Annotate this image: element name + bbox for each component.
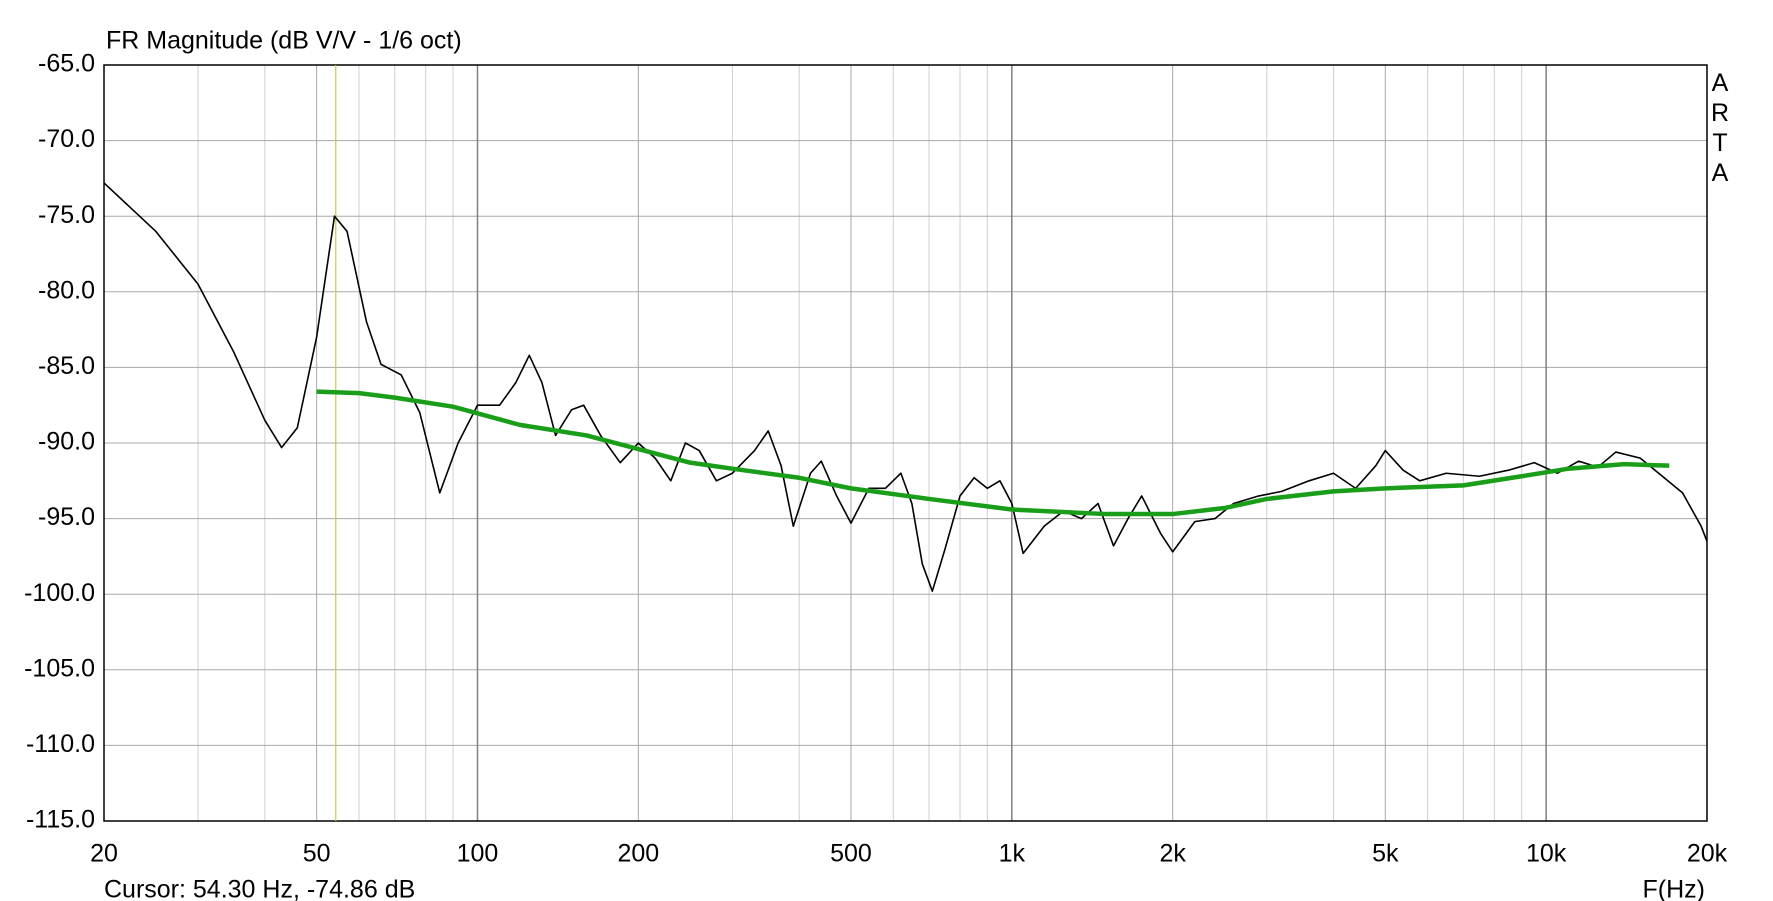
y-tick-label: -100.0 bbox=[24, 579, 95, 607]
y-tick-label: -105.0 bbox=[24, 654, 95, 682]
plot-frame bbox=[103, 64, 1708, 822]
y-tick-label: -65.0 bbox=[38, 50, 95, 78]
x-tick-label: 50 bbox=[303, 840, 331, 868]
x-tick-label: 1k bbox=[999, 840, 1026, 868]
response-curve bbox=[316, 389, 1670, 517]
cursor-readout: Cursor: 54.30 Hz, -74.86 dB bbox=[104, 876, 415, 901]
brand: ARTA bbox=[1711, 69, 1730, 187]
y-tick-label: -90.0 bbox=[38, 428, 95, 456]
x-tick-label: 5k bbox=[1372, 840, 1399, 868]
y-tick-label: -75.0 bbox=[38, 201, 95, 229]
x-tick-label: 20 bbox=[90, 840, 118, 868]
x-tick-label: 100 bbox=[457, 840, 499, 868]
y-tick-label: -70.0 bbox=[38, 125, 95, 153]
x-tick-label: 10k bbox=[1526, 840, 1567, 868]
response-curve bbox=[104, 182, 1707, 592]
chart-title: FR Magnitude (dB V/V - 1/6 oct) bbox=[106, 27, 462, 55]
x-tick-label: 200 bbox=[617, 840, 659, 868]
y-tick-label: -85.0 bbox=[38, 352, 95, 380]
x-axis-label: F(Hz) bbox=[1643, 876, 1705, 901]
x-tick-label: 2k bbox=[1159, 840, 1186, 868]
x-tick-label: 500 bbox=[830, 840, 872, 868]
x-tick-label: 20k bbox=[1687, 840, 1728, 868]
y-tick-label: -115.0 bbox=[26, 806, 95, 834]
y-tick-label: -95.0 bbox=[38, 503, 95, 531]
y-tick-label: -80.0 bbox=[38, 276, 95, 304]
y-tick-label: -110.0 bbox=[26, 730, 95, 758]
